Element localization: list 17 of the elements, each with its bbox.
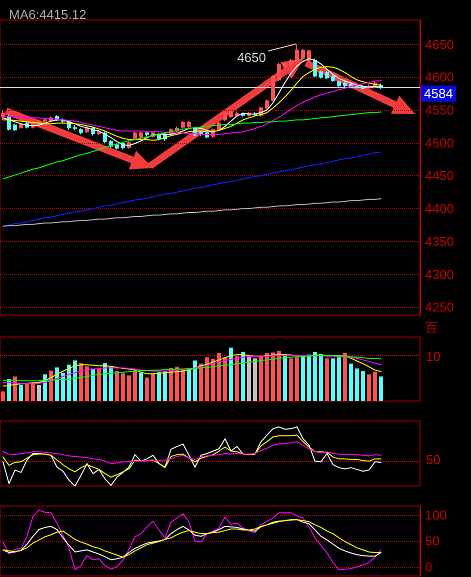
ref-line-label: 4584 — [424, 86, 453, 102]
y-tick-label: 4500 — [425, 135, 454, 150]
text: 10 — [426, 349, 440, 364]
y-tick-label: 4450 — [425, 168, 454, 184]
y-tick-label: 4350 — [425, 234, 454, 249]
y-tick-label: 4650 — [425, 36, 454, 52]
y-tick-label: 0 — [425, 560, 432, 575]
y-tick-label: 100 — [425, 507, 447, 522]
y-tick-label: 50 — [425, 534, 440, 548]
y-axis-title: 百 — [425, 320, 438, 335]
y-tick-label: 4600 — [425, 70, 454, 85]
y-tick-label: 4300 — [425, 266, 454, 282]
annotation: 4650 — [237, 50, 266, 65]
y-tick-label: 4550 — [425, 102, 454, 118]
chart-title: MA6:4415.12 — [9, 7, 86, 22]
y-tick-label: 4400 — [425, 201, 454, 216]
y-tick-label: 4250 — [425, 300, 454, 315]
